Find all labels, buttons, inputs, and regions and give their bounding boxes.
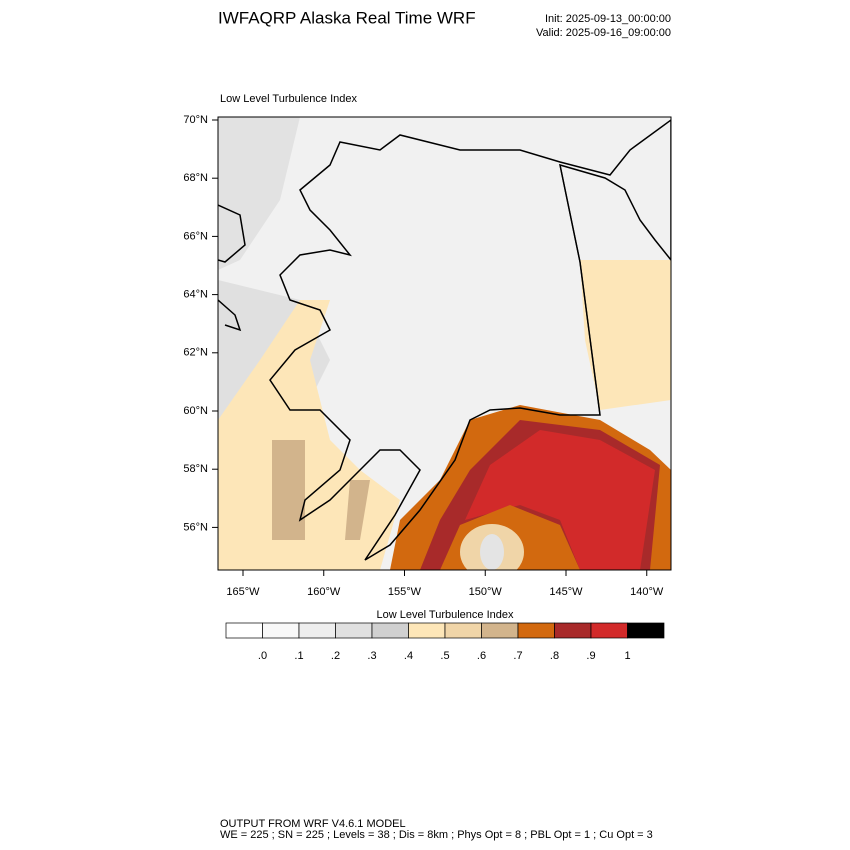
field-gray	[218, 117, 300, 270]
map-title: Low Level Turbulence Index	[220, 93, 357, 105]
field-gray-oval	[480, 534, 504, 570]
colorbar-box	[481, 622, 519, 639]
colorbar-label: .9	[586, 650, 595, 662]
colorbar-label: .2	[331, 650, 340, 662]
border	[559, 164, 601, 416]
colorbar-label: .0	[258, 650, 267, 662]
colorbar-box	[225, 622, 263, 639]
colorbar-box	[590, 622, 628, 639]
colorbar-box	[627, 622, 665, 639]
lat-label: 70°N	[183, 114, 208, 126]
colorbar-label: 1	[624, 650, 630, 662]
lon-label: 140°W	[630, 586, 664, 598]
colorbar-label: .1	[294, 650, 303, 662]
lon-label: 160°W	[307, 586, 341, 598]
coastline	[218, 204, 246, 332]
lat-label: 56°N	[183, 521, 208, 533]
colorbar-box	[408, 622, 446, 639]
colorbar-box	[444, 622, 482, 639]
colorbar-label: .3	[367, 650, 376, 662]
colorbar-box	[517, 622, 555, 639]
footer-line: WE = 225 ; SN = 225 ; Levels = 38 ; Dis …	[220, 829, 653, 841]
lat-label: 66°N	[183, 230, 208, 242]
lon-label: 155°W	[388, 586, 422, 598]
colorbar-title: Low Level Turbulence Index	[377, 609, 514, 621]
colorbar-box	[298, 622, 336, 639]
lat-label: 62°N	[183, 347, 208, 359]
colorbar-label: .5	[440, 650, 449, 662]
map-field	[218, 117, 671, 570]
field-tan-dark	[272, 440, 370, 540]
colorbar-label: .6	[477, 650, 486, 662]
field-tan	[580, 260, 671, 410]
valid-time: Valid: 2025-09-16_09:00:00	[536, 27, 671, 39]
colorbar-box	[371, 622, 409, 639]
lat-label: 60°N	[183, 405, 208, 417]
colorbar-box	[262, 622, 300, 639]
colorbar-box	[335, 622, 373, 639]
lon-label: 165°W	[226, 586, 260, 598]
footer-line: OUTPUT FROM WRF V4.6.1 MODEL	[220, 818, 406, 830]
lat-label: 68°N	[183, 172, 208, 184]
lon-label: 150°W	[469, 586, 503, 598]
colorbar-label: .7	[513, 650, 522, 662]
map-frame	[217, 116, 672, 571]
colorbar-box	[554, 622, 592, 639]
lon-label: 145°W	[549, 586, 583, 598]
lat-label: 58°N	[183, 463, 208, 475]
colorbar-label: .8	[550, 650, 559, 662]
page-title: IWFAQRP Alaska Real Time WRF	[218, 8, 476, 27]
field-red	[465, 430, 655, 570]
coastline	[269, 119, 671, 561]
colorbar-label: .4	[404, 650, 413, 662]
init-time: Init: 2025-09-13_00:00:00	[545, 13, 671, 25]
lat-label: 64°N	[183, 289, 208, 301]
